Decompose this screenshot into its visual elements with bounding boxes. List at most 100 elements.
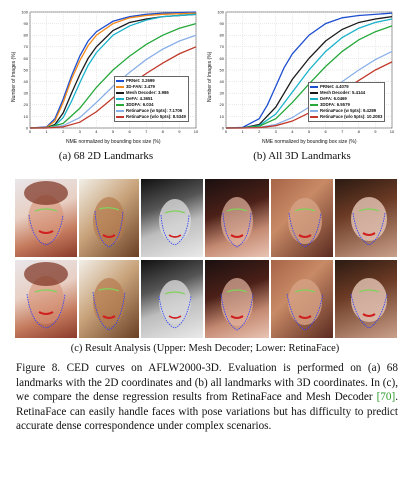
- result-faces-grid: [15, 179, 397, 338]
- chart-a-ytick-label: 80: [24, 33, 29, 38]
- chart-a-legend-label: Mesh Decoder: 3.986: [126, 90, 169, 95]
- chart-b-xtick-label: 1: [241, 129, 244, 134]
- chart-a-legend-label: RetinaFace (w 5pts): 7.1706: [126, 108, 183, 113]
- chart-b-ytick-label: 10: [220, 114, 225, 119]
- figure-caption: Figure 8. CED curves on AFLW2000-3D. Eva…: [16, 361, 398, 434]
- figure-caption-text-2: . RetinaFace can easily handle faces wit…: [16, 391, 398, 433]
- chart-b-subcaption: (b) All 3D Landmarks: [253, 150, 351, 162]
- face-image-3-lower: [141, 260, 203, 338]
- chart-b-legend-label: Mesh Decoder: 5.4144: [320, 90, 366, 95]
- chart-a-xlabel: NME normalized by bounding box size (%): [66, 139, 161, 145]
- chart-b-ytick-label: 20: [220, 102, 225, 107]
- chart-a-legend-entry: Mesh Decoder: 3.986: [116, 90, 186, 96]
- chart-a-series-line-7: [30, 46, 197, 129]
- chart-b-xtick-label: 9: [374, 129, 377, 134]
- chart-b-ytick-label: 50: [220, 67, 225, 72]
- chart-b-xtick-label: 2: [258, 129, 261, 134]
- chart-b-ytick-label: 0: [222, 125, 225, 130]
- chart-b-legend: PRNet: 4.4079 Mesh Decoder: 5.4144 DeFA: 6…: [308, 82, 386, 122]
- chart-a-series-line-6: [30, 34, 197, 129]
- chart-b-legend-label: DeFA: 6.0469: [320, 96, 347, 101]
- chart-b-legend-entry: DeFA: 6.0469: [310, 96, 382, 102]
- chart-b-xtick-label: 6: [324, 129, 327, 134]
- chart-a-legend-swatch: [116, 92, 124, 94]
- chart-b-legend-label: 3DDFA: 6.5579: [320, 102, 350, 107]
- face-image-1-lower: [15, 260, 77, 338]
- chart-a-legend-swatch: [116, 110, 124, 112]
- chart-a: Number of Images (%) 0 1 2 3 4 5 6 7 8 9 10 0 10 20 30…: [8, 6, 204, 146]
- chart-a-xtick-label: 3: [79, 129, 82, 134]
- figure-caption-text-1: Figure 8. CED curves on AFLW2000-3D. Eva…: [16, 362, 398, 404]
- chart-a-legend-swatch: [116, 86, 124, 88]
- chart-b-legend-swatch: [310, 92, 318, 94]
- chart-b-ytick-label: 100: [217, 9, 224, 14]
- chart-b-legend-swatch: [310, 104, 318, 106]
- face-image-6-lower: [335, 260, 397, 338]
- chart-a-legend-label: DeFA: 4.3651: [126, 96, 153, 101]
- chart-b-legend-entry: RetinaFace (w 5pts): 9.4289: [310, 108, 382, 114]
- chart-b-ytick-label: 70: [220, 44, 225, 49]
- chart-a-xtick-label: 6: [128, 129, 131, 134]
- face-image-6-upper: [335, 179, 397, 257]
- chart-b-ytick-label: 30: [220, 91, 225, 96]
- citation-link[interactable]: [70]: [376, 391, 396, 404]
- chart-b: Number of Images (%) 0 1 2 3 4 5 6 7 8 9 10 0 10 20 30…: [204, 6, 400, 146]
- chart-a-ytick-label: 40: [24, 79, 29, 84]
- face-image-2-upper: [79, 179, 139, 257]
- chart-a-ytick-label: 100: [21, 9, 28, 14]
- chart-b-xtick-label: 8: [358, 129, 361, 134]
- chart-a-xtick-label: 5: [112, 129, 115, 134]
- chart-b-xtick-label: 10: [390, 129, 395, 134]
- faces-subcaption: (c) Result Analysis (Upper: Mesh Decoder…: [70, 343, 340, 354]
- face-image-3-upper: [141, 179, 203, 257]
- chart-a-xtick-label: 7: [145, 129, 148, 134]
- chart-a-ytick-label: 20: [24, 102, 29, 107]
- chart-b-ytick-label: 80: [220, 33, 225, 38]
- chart-a-ytick-label: 90: [24, 21, 29, 26]
- chart-b-xtick-label: 3: [275, 129, 278, 134]
- chart-a-legend-entry: RetinaFace (w 5pts): 7.1706: [116, 108, 186, 114]
- chart-a-series-line-5: [29, 22, 197, 129]
- chart-a-legend-swatch: [116, 80, 124, 82]
- chart-a-legend-entry: PRNet: 3.2699: [116, 78, 186, 84]
- chart-b-xtick-label: 5: [308, 129, 311, 134]
- chart-a-legend-swatch: [116, 98, 124, 100]
- chart-b-legend-swatch: [310, 86, 318, 88]
- chart-b-legend-entry: RetinaFace (w/o 5pts): 10.2083: [310, 114, 382, 120]
- face-image-4-lower: [205, 260, 269, 338]
- chart-b-legend-swatch: [310, 98, 318, 100]
- chart-b-legend-swatch: [310, 110, 318, 112]
- chart-b-legend-label: RetinaFace (w/o 5pts): 10.2083: [320, 114, 383, 119]
- chart-a-ytick-label: 10: [24, 114, 29, 119]
- chart-a-legend-swatch: [116, 104, 124, 106]
- chart-a-series-line-2: [29, 12, 197, 129]
- chart-a-xtick-label: 4: [95, 129, 98, 134]
- chart-a-ytick-label: 60: [24, 56, 29, 61]
- chart-a-series-line-1: [29, 11, 197, 129]
- chart-a-legend-label: 3DDFA: 6.034: [126, 102, 154, 107]
- chart-b-legend-entry: 3DDFA: 6.5579: [310, 102, 382, 108]
- chart-b-ytick-label: 60: [220, 56, 225, 61]
- chart-a-ytick-label: 30: [24, 91, 29, 96]
- chart-a-xtick-label: 2: [62, 129, 65, 134]
- chart-a-legend-label: 3D-FAN: 3.479: [126, 84, 155, 89]
- chart-a-legend-entry: DeFA: 4.3651: [116, 96, 186, 102]
- chart-b-ytick-label: 40: [220, 79, 225, 84]
- chart-a-subcaption: (a) 68 2D Landmarks: [58, 150, 154, 162]
- chart-a-legend-label: RetinaFace (w/o 5pts): 8.5349: [126, 114, 186, 119]
- chart-a-xtick-label: 9: [178, 129, 181, 134]
- chart-b-legend-label: RetinaFace (w 5pts): 9.4289: [320, 108, 377, 113]
- chart-a-legend-entry: 3D-FAN: 3.479: [116, 84, 186, 90]
- chart-b-xtick-label: 4: [291, 129, 294, 134]
- chart-b-legend-swatch: [310, 116, 318, 118]
- chart-b-xtick-label: 0: [225, 129, 228, 134]
- face-image-1-upper: [15, 179, 77, 257]
- chart-a-legend-label: PRNet: 3.2699: [126, 78, 155, 83]
- chart-a-xtick-label: 10: [194, 129, 199, 134]
- chart-a-ytick-label: 0: [26, 125, 29, 130]
- chart-a-ytick-label: 70: [24, 44, 29, 49]
- chart-b-series-line-2: [225, 15, 393, 129]
- chart-a-xtick-label: 1: [45, 129, 48, 134]
